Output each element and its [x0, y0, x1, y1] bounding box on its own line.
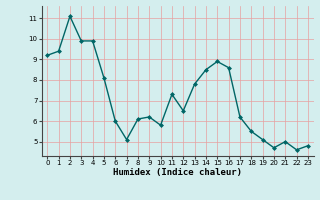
X-axis label: Humidex (Indice chaleur): Humidex (Indice chaleur)	[113, 168, 242, 177]
